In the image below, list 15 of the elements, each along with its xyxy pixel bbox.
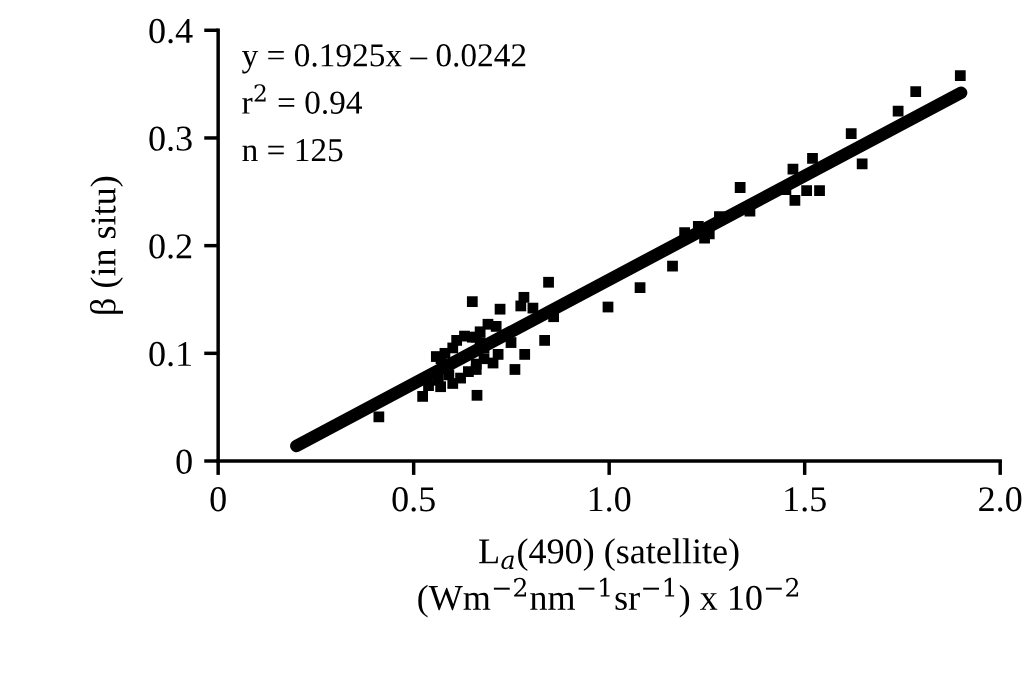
x-tick-label: 0.5 bbox=[392, 487, 435, 512]
x-tick-label: 0 bbox=[210, 487, 226, 512]
annotation: y = 0.1925x – 0.0242 bbox=[242, 44, 526, 74]
x-tick-label: 2.0 bbox=[979, 487, 1022, 512]
y-tick-label: 0.3 bbox=[149, 126, 192, 152]
x-tick-label: 1.0 bbox=[589, 487, 631, 512]
y-tick-label: 0.2 bbox=[149, 234, 192, 259]
x-tick-label: 1.5 bbox=[785, 487, 826, 512]
y-tick-label: 0 bbox=[176, 449, 192, 474]
text: L$_{a}$(490) (satellite) (Wm$^{−2}$nm$^{−1}$sr$^{−1}$) x 10$^{−2}$ bbox=[418, 538, 799, 618]
y-tick-label: 0.4 bbox=[149, 18, 193, 44]
annotation: r$^{2}$ = 0.94 bbox=[242, 84, 362, 115]
annotation: n = 125 bbox=[242, 139, 343, 162]
y-axis-title: β (in situ) bbox=[89, 176, 124, 314]
y-tick-label: 0.1 bbox=[149, 341, 191, 367]
